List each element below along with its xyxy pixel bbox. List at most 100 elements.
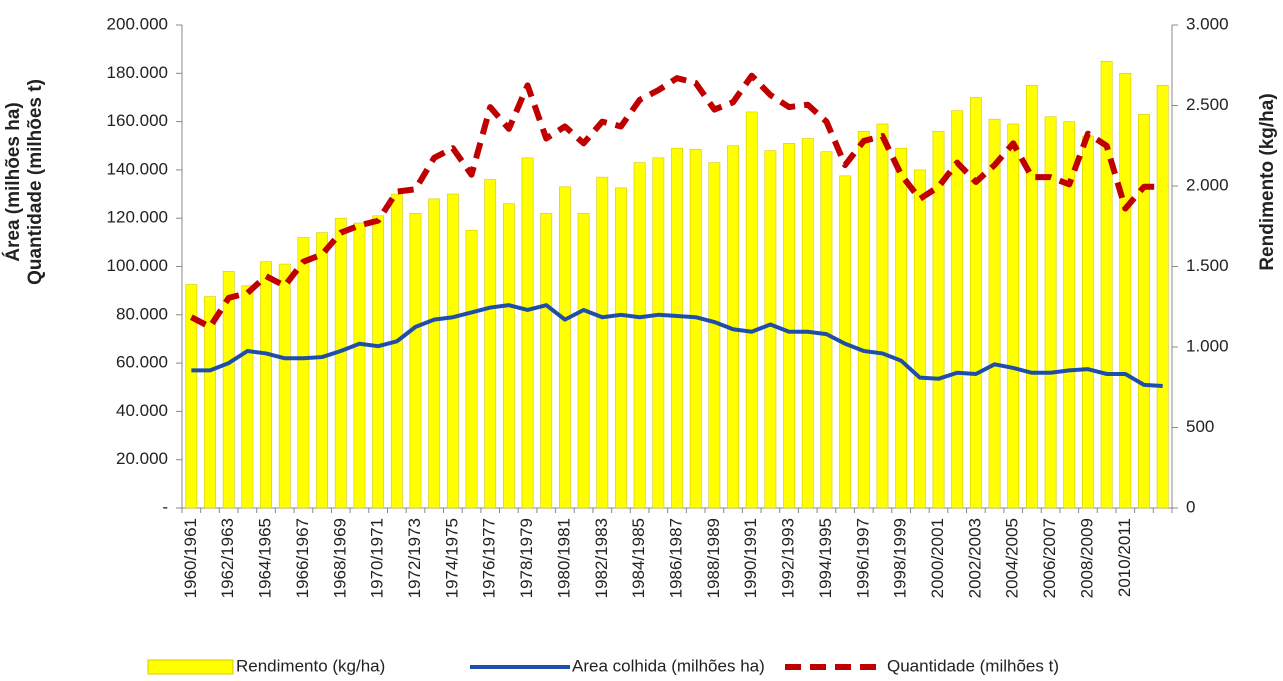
bar xyxy=(559,186,571,509)
bar xyxy=(764,150,777,509)
bar xyxy=(633,162,646,509)
y-tick-label: 200.000 xyxy=(107,14,168,33)
bar xyxy=(988,118,1001,509)
bar xyxy=(876,123,889,509)
bar xyxy=(540,213,553,509)
bar xyxy=(745,111,758,509)
bar xyxy=(1156,85,1169,509)
bar xyxy=(951,110,964,509)
x-tick-label: 2004/2005 xyxy=(1003,518,1022,598)
bar xyxy=(615,187,627,509)
x-tick-label: 1998/1999 xyxy=(891,518,910,598)
y2-axis-title: Rendimento (kg/ha) xyxy=(1257,93,1278,270)
x-tick-label: 1966/1967 xyxy=(293,518,312,598)
bar xyxy=(372,215,385,509)
bar xyxy=(689,148,702,509)
bar xyxy=(185,284,198,509)
x-tick-label: 2008/2009 xyxy=(1077,518,1096,598)
bar xyxy=(913,169,926,509)
bar xyxy=(708,162,721,509)
y-tick-label: 180.000 xyxy=(107,63,168,82)
bar xyxy=(465,229,478,509)
x-tick-label: 1986/1987 xyxy=(666,518,685,598)
bar xyxy=(1063,121,1076,509)
y2-tick-label: 1.500 xyxy=(1186,256,1229,275)
y-axis-title: Área (milhões ha) xyxy=(2,102,24,261)
line xyxy=(189,72,1163,330)
bar xyxy=(1026,85,1038,509)
bar xyxy=(1044,116,1057,509)
x-tick-label: 1972/1973 xyxy=(405,518,424,598)
x-tick-label: 1982/1983 xyxy=(592,518,611,598)
x-tick-label: 1960/1961 xyxy=(181,518,200,598)
bar xyxy=(895,147,908,509)
bar xyxy=(1082,135,1094,509)
x-tick-label: 1990/1991 xyxy=(741,518,760,598)
x-tick-label: 2000/2001 xyxy=(928,518,947,598)
y2-tick-label: 2.000 xyxy=(1186,175,1229,194)
x-tick-label: 1994/1995 xyxy=(816,518,835,598)
x-tick-label: 2010/2011 xyxy=(1115,518,1134,597)
bar xyxy=(521,157,534,509)
x-tick-label: 1992/1993 xyxy=(779,518,798,598)
bar xyxy=(652,157,665,509)
bar xyxy=(820,151,833,509)
bar xyxy=(334,217,347,509)
bar xyxy=(671,147,683,509)
y-tick-label: 60.000 xyxy=(116,353,168,372)
legend-swatch xyxy=(147,659,234,675)
x-tick-label: 1962/1963 xyxy=(218,518,237,598)
x-tick-label: 2002/2003 xyxy=(965,518,984,598)
bar xyxy=(222,271,235,509)
y-tick-label: - xyxy=(162,497,168,516)
x-tick-label: 1980/1981 xyxy=(554,518,573,598)
x-tick-label: 1978/1979 xyxy=(517,518,536,598)
line xyxy=(191,303,1163,389)
bar xyxy=(278,263,291,509)
x-tick-label: 1988/1989 xyxy=(704,518,723,598)
y-tick-label: 20.000 xyxy=(116,449,168,468)
bar xyxy=(260,261,272,509)
bar xyxy=(783,143,795,509)
x-tick-label: 2006/2007 xyxy=(1040,518,1059,598)
bar xyxy=(1100,60,1113,509)
y-tick-label: 40.000 xyxy=(116,401,168,420)
x-tick-label: 1984/1985 xyxy=(629,518,648,598)
bar xyxy=(241,285,254,509)
bar xyxy=(484,179,497,509)
bar xyxy=(577,213,590,509)
bar xyxy=(596,176,609,509)
y-tick-label: 120.000 xyxy=(107,208,168,227)
x-tick-label: 1970/1971 xyxy=(368,518,387,598)
y-tick-label: 100.000 xyxy=(107,256,168,275)
y2-tick-label: 3.000 xyxy=(1186,14,1229,33)
bar xyxy=(969,97,982,509)
x-tick-label: 1968/1969 xyxy=(330,518,349,598)
bar xyxy=(1119,73,1132,509)
bar xyxy=(353,222,366,509)
bar xyxy=(801,138,814,509)
bar xyxy=(390,193,403,509)
x-tick-label: 1976/1977 xyxy=(480,518,499,598)
legend-label: Rendimento (kg/ha) xyxy=(236,656,385,675)
bar xyxy=(932,130,945,509)
bar xyxy=(297,237,310,509)
y2-tick-label: 2.500 xyxy=(1186,95,1229,114)
y2-tick-label: 1.000 xyxy=(1186,336,1229,355)
y-tick-label: 160.000 xyxy=(107,111,168,130)
y2-tick-label: 500 xyxy=(1186,417,1214,436)
legend-label: Quantidade (milhões t) xyxy=(887,656,1059,675)
y2-tick-label: 0 xyxy=(1186,497,1195,516)
x-tick-label: 1996/1997 xyxy=(853,518,872,598)
legend-label: Area colhida (milhões ha) xyxy=(572,656,765,675)
y-tick-label: 80.000 xyxy=(116,304,168,323)
bar xyxy=(409,213,422,509)
y-axis-title: Quantidade (milhões t) xyxy=(25,79,46,285)
bar xyxy=(428,198,441,509)
x-tick-label: 1974/1975 xyxy=(442,518,461,598)
bar xyxy=(204,296,216,509)
bar xyxy=(446,193,459,509)
bar xyxy=(857,130,870,509)
bar xyxy=(1138,114,1150,509)
